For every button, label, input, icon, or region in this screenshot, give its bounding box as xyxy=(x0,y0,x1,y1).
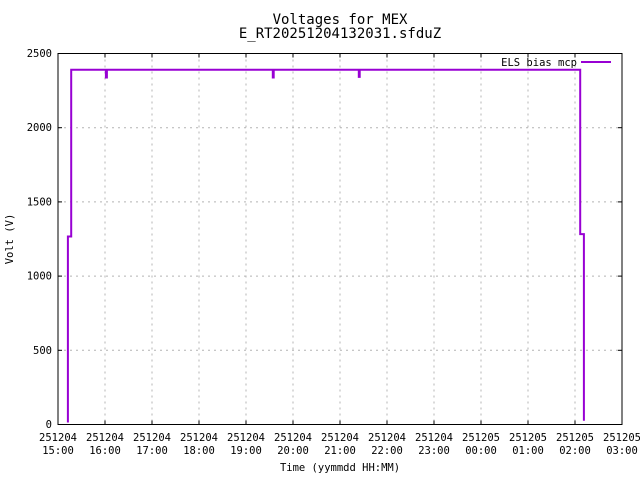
y-tick-label: 1000 xyxy=(27,271,52,283)
x-tick-label-time: 02:00 xyxy=(559,445,591,457)
x-tick-label-time: 17:00 xyxy=(136,445,168,457)
x-tick-label-time: 15:00 xyxy=(42,445,74,457)
legend-label: ELS bias mcp xyxy=(501,57,577,69)
series-els-bias-mcp xyxy=(66,68,585,423)
chart-subtitle: E_RT20251204132031.sfduZ xyxy=(239,26,441,42)
x-tick-label-date: 251204 xyxy=(415,432,453,444)
x-tick-label-date: 251204 xyxy=(274,432,312,444)
x-tick-label-date: 251204 xyxy=(227,432,265,444)
x-tick-label-date: 251204 xyxy=(39,432,77,444)
chart-title: Voltages for MEX xyxy=(273,12,408,28)
x-tick-label-time: 21:00 xyxy=(324,445,356,457)
y-tick-label: 0 xyxy=(46,419,52,431)
x-tick-label-date: 251204 xyxy=(133,432,171,444)
y-tick-label: 2000 xyxy=(27,122,52,134)
x-tick-label-time: 01:00 xyxy=(512,445,544,457)
x-tick-label-date: 251204 xyxy=(368,432,406,444)
y-tick-label: 1500 xyxy=(27,196,52,208)
x-tick-label-date: 251205 xyxy=(462,432,500,444)
y-tick-label: 500 xyxy=(33,345,52,357)
x-tick-label-time: 00:00 xyxy=(465,445,497,457)
plot-area: 0500100015002000250025120415:0025120416:… xyxy=(27,48,640,457)
x-tick-label-time: 19:00 xyxy=(230,445,262,457)
x-tick-label-date: 251205 xyxy=(509,432,547,444)
y-axis-label: Volt (V) xyxy=(4,214,16,265)
x-tick-label-date: 251204 xyxy=(86,432,124,444)
y-tick-label: 2500 xyxy=(27,48,52,60)
x-axis-label: Time (yymmdd HH:MM) xyxy=(280,462,400,474)
x-tick-label-date: 251205 xyxy=(556,432,594,444)
x-tick-label-time: 18:00 xyxy=(183,445,215,457)
x-tick-label-time: 20:00 xyxy=(277,445,309,457)
x-tick-label-date: 251204 xyxy=(180,432,218,444)
x-tick-label-time: 03:00 xyxy=(606,445,638,457)
x-tick-label-time: 23:00 xyxy=(418,445,450,457)
x-tick-label-date: 251205 xyxy=(603,432,640,444)
x-tick-label-time: 16:00 xyxy=(89,445,121,457)
x-tick-label-time: 22:00 xyxy=(371,445,403,457)
x-tick-label-date: 251204 xyxy=(321,432,359,444)
